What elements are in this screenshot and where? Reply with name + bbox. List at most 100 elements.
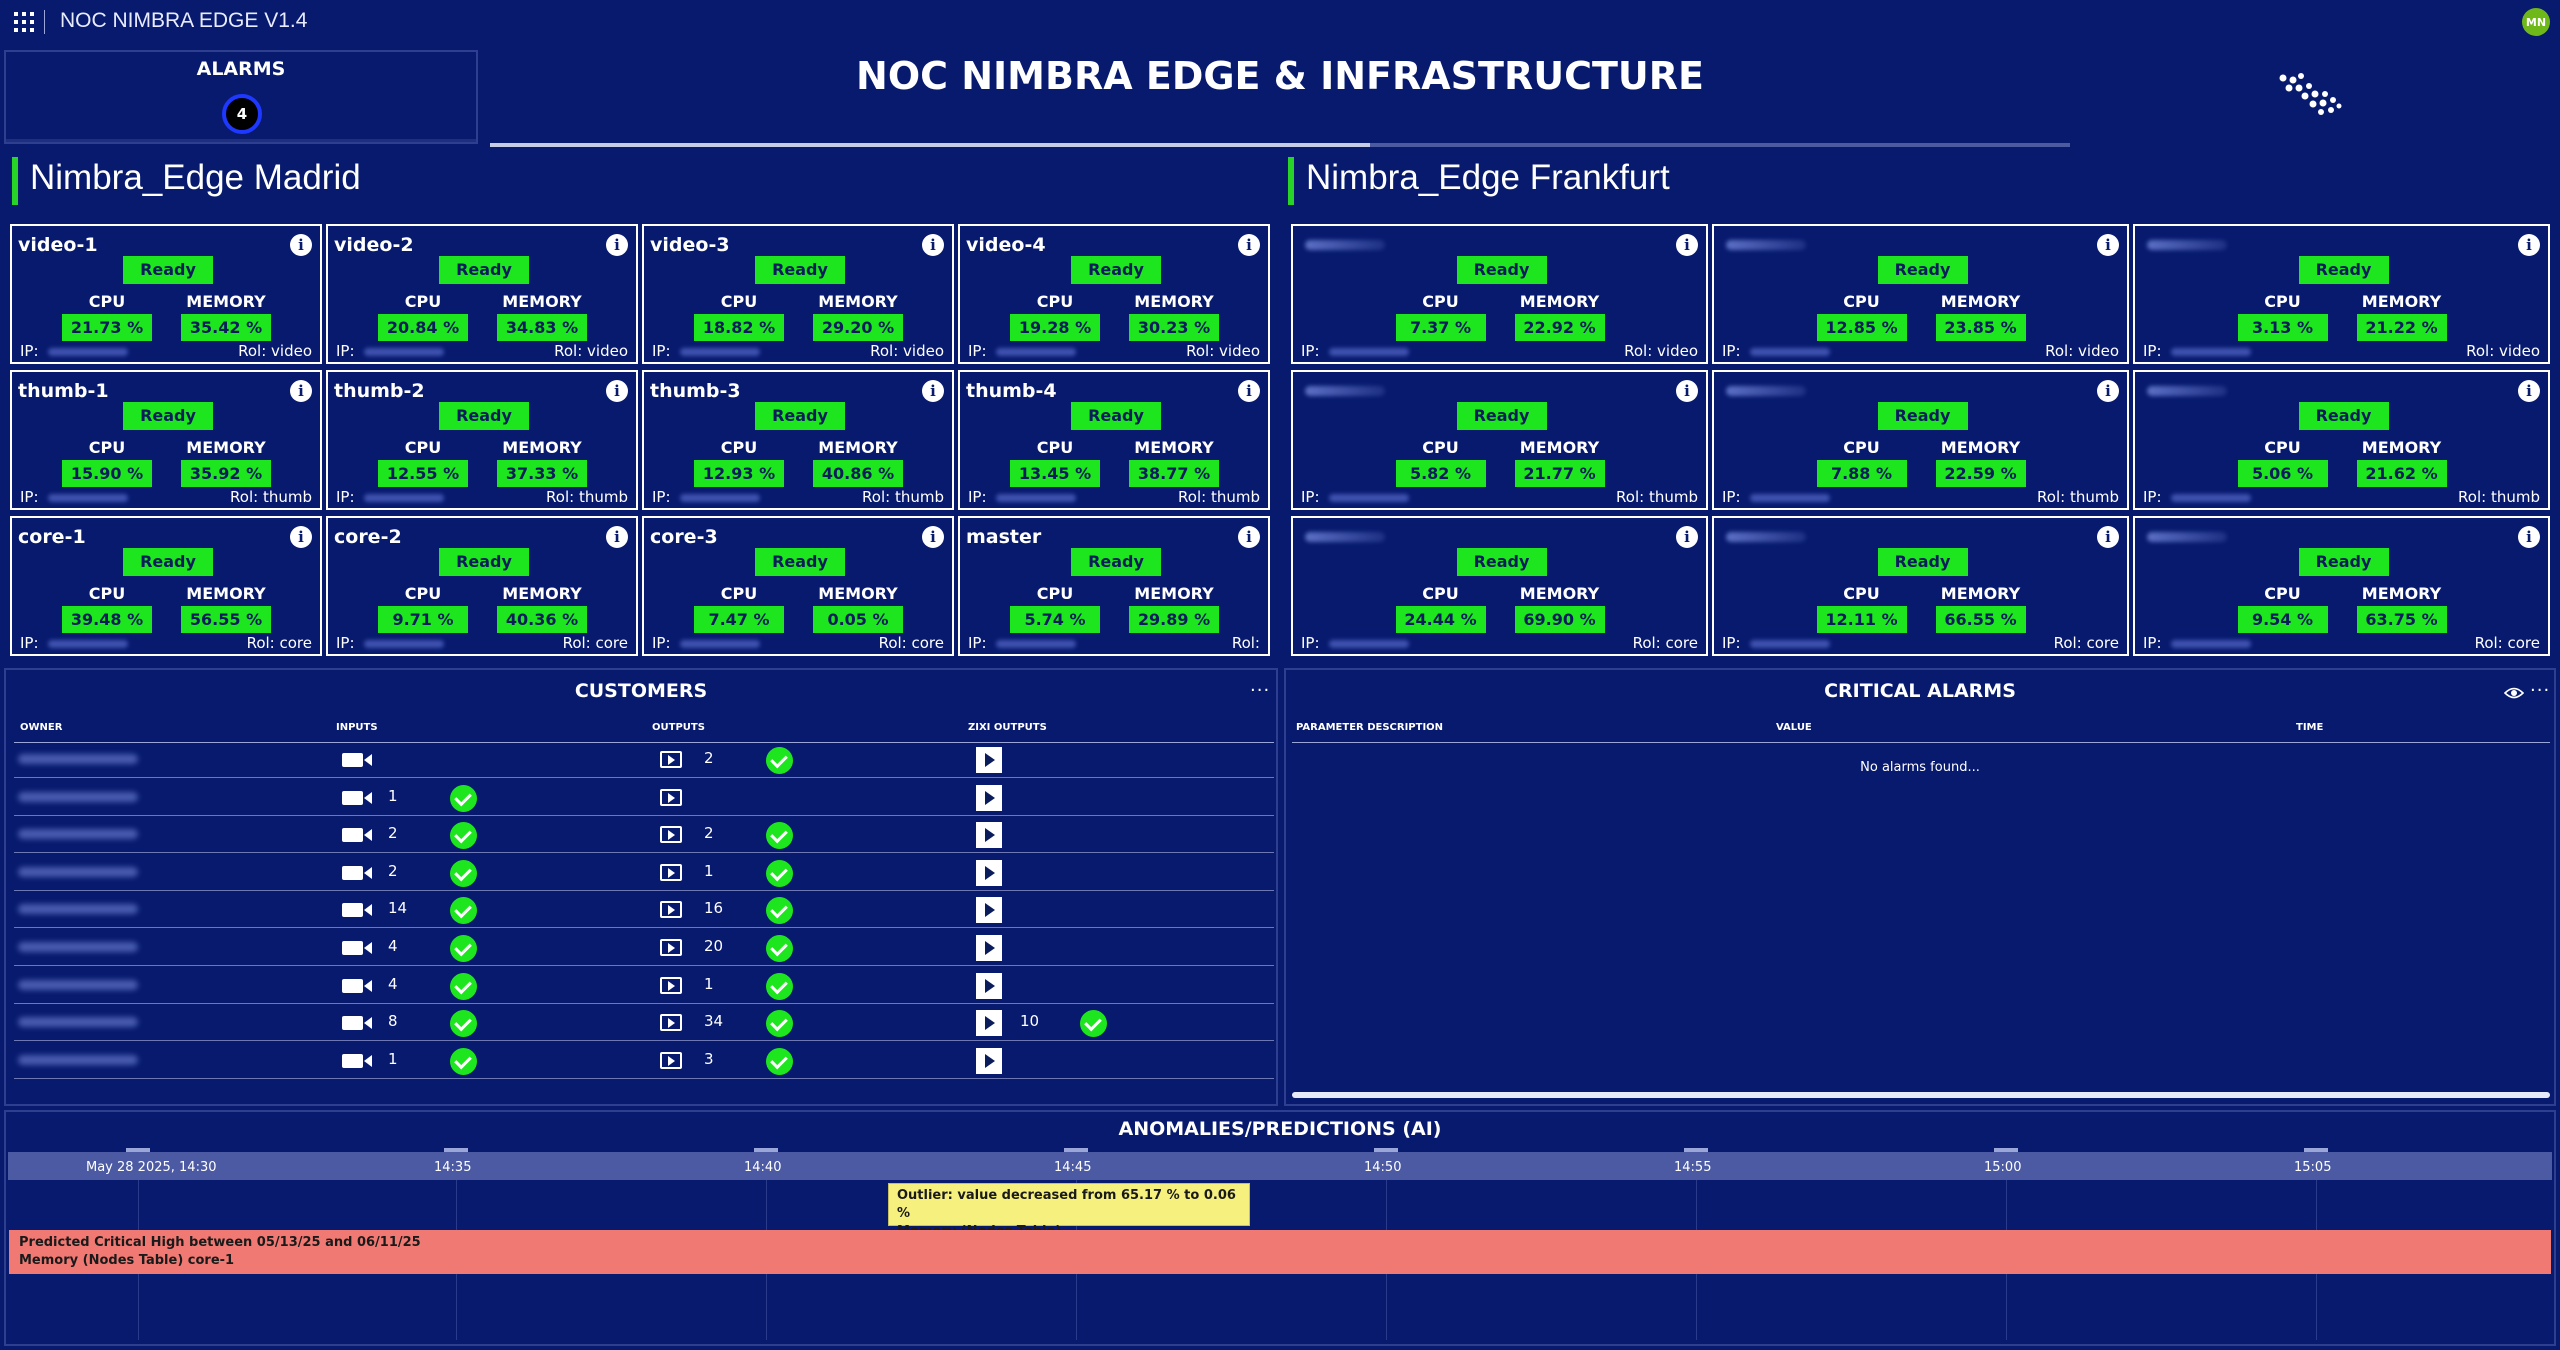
info-icon[interactable]: i: [922, 380, 944, 402]
table-row[interactable]: 4 20: [14, 928, 1274, 966]
node-card[interactable]: i Ready CPU MEMORY 7.88 % 22.59 % IP: Rol: thum…: [1712, 370, 2129, 510]
critical-alarms-more-button[interactable]: ···: [2530, 680, 2551, 701]
play-button-icon[interactable]: [976, 1047, 1002, 1074]
node-card[interactable]: video-4 i Ready CPU MEMORY 19.28 % 30.23 % IP: R…: [958, 224, 1270, 364]
play-outline-icon[interactable]: [660, 976, 682, 994]
node-card[interactable]: core-3 i Ready CPU MEMORY 7.47 % 0.05 % IP: Rol:…: [642, 516, 954, 656]
node-card[interactable]: video-2 i Ready CPU MEMORY 20.84 % 34.83 % IP: R…: [326, 224, 638, 364]
cpu-label: CPU: [720, 438, 758, 457]
info-icon[interactable]: i: [2518, 380, 2540, 402]
info-icon[interactable]: i: [1676, 234, 1698, 256]
node-card[interactable]: i Ready CPU MEMORY 24.44 % 69.90 % IP: Rol: cor…: [1291, 516, 1708, 656]
info-icon[interactable]: i: [2097, 380, 2119, 402]
alarms-summary[interactable]: ALARMS 4: [4, 50, 478, 144]
node-name: thumb-3: [650, 380, 741, 402]
node-card[interactable]: core-2 i Ready CPU MEMORY 9.71 % 40.36 % IP: Rol…: [326, 516, 638, 656]
node-card[interactable]: thumb-3 i Ready CPU MEMORY 12.93 % 40.86 % IP: R…: [642, 370, 954, 510]
info-icon[interactable]: i: [1238, 380, 1260, 402]
info-icon[interactable]: i: [1676, 526, 1698, 548]
ip-label: IP:: [20, 634, 39, 652]
prediction-annotation[interactable]: Predicted Critical High between 05/13/25…: [9, 1230, 2551, 1274]
info-icon[interactable]: i: [1238, 234, 1260, 256]
info-icon[interactable]: i: [1238, 526, 1260, 548]
ip-label: IP:: [336, 634, 355, 652]
play-outline-icon[interactable]: [660, 863, 682, 881]
info-icon[interactable]: i: [290, 234, 312, 256]
play-button-icon[interactable]: [976, 784, 1002, 811]
table-row[interactable]: 1: [14, 778, 1274, 816]
node-card[interactable]: master i Ready CPU MEMORY 5.74 % 29.89 % IP: Rol…: [958, 516, 1270, 656]
info-icon[interactable]: i: [290, 380, 312, 402]
play-outline-icon[interactable]: [660, 939, 682, 956]
info-icon[interactable]: i: [606, 234, 628, 256]
role-label: Rol: thumb: [1178, 488, 1260, 506]
info-icon[interactable]: i: [2097, 234, 2119, 256]
cpu-label: CPU: [2264, 292, 2301, 311]
app-launcher-icon[interactable]: [14, 12, 34, 32]
play-button-icon[interactable]: [976, 897, 1002, 924]
play-outline-icon[interactable]: [660, 826, 682, 844]
info-icon[interactable]: i: [2518, 234, 2540, 256]
node-card[interactable]: thumb-4 i Ready CPU MEMORY 13.45 % 38.77 % IP: R…: [958, 370, 1270, 510]
memory-value: 56.55 %: [181, 606, 271, 633]
customers-more-button[interactable]: ···: [1250, 680, 1271, 701]
node-card[interactable]: i Ready CPU MEMORY 7.37 % 22.92 % IP: Rol: vide…: [1291, 224, 1708, 364]
play-button-icon[interactable]: [976, 822, 1002, 849]
node-card[interactable]: i Ready CPU MEMORY 12.85 % 23.85 % IP: Rol: vid…: [1712, 224, 2129, 364]
node-card[interactable]: video-1 i Ready CPU MEMORY 21.73 % 35.42 % IP: R…: [10, 224, 322, 364]
node-card[interactable]: thumb-1 i Ready CPU MEMORY 15.90 % 35.92 % IP: R…: [10, 370, 322, 510]
play-button-icon[interactable]: [976, 859, 1002, 886]
play-button-icon[interactable]: [976, 1010, 1002, 1037]
play-outline-icon[interactable]: [660, 788, 682, 806]
node-status-badge: Ready: [1071, 402, 1161, 430]
node-card[interactable]: video-3 i Ready CPU MEMORY 18.82 % 29.20 % IP: R…: [642, 224, 954, 364]
role-label: Rol: core: [2053, 634, 2119, 652]
empty-alarms-message: No alarms found...: [1860, 760, 1980, 775]
info-icon[interactable]: i: [606, 380, 628, 402]
info-icon[interactable]: i: [290, 526, 312, 548]
alarms-count-badge[interactable]: 4: [222, 94, 262, 134]
horizontal-scrollbar[interactable]: [1292, 1092, 2550, 1098]
table-row[interactable]: 8 34 10: [14, 1003, 1274, 1042]
info-icon[interactable]: i: [606, 526, 628, 548]
info-icon[interactable]: i: [1676, 380, 1698, 402]
node-name: core-1: [18, 526, 86, 548]
table-row[interactable]: 14 16: [14, 890, 1274, 929]
cpu-value: 9.71 %: [378, 606, 468, 633]
outlier-annotation[interactable]: Outlier: value decreased from 65.17 % to…: [888, 1183, 1250, 1239]
divider: [44, 10, 45, 34]
node-status-badge: Ready: [2298, 548, 2389, 576]
timeline-axis[interactable]: [8, 1152, 2552, 1180]
eye-icon[interactable]: [2504, 686, 2524, 700]
camera-icon: [342, 865, 372, 880]
timeline-tick-mark: [1994, 1148, 2018, 1152]
info-icon[interactable]: i: [2097, 526, 2119, 548]
timeline-tick-label: 14:45: [1054, 1160, 1092, 1175]
memory-value: 0.05 %: [813, 606, 903, 633]
info-icon[interactable]: i: [922, 526, 944, 548]
node-card[interactable]: i Ready CPU MEMORY 5.06 % 21.62 % IP: Rol: thum…: [2133, 370, 2550, 510]
play-button-icon[interactable]: [976, 972, 1002, 999]
node-card[interactable]: i Ready CPU MEMORY 3.13 % 21.22 % IP: Rol: vide…: [2133, 224, 2550, 364]
play-button-icon[interactable]: [976, 935, 1002, 961]
play-outline-icon[interactable]: [660, 901, 682, 919]
play-outline-icon[interactable]: [660, 1051, 682, 1069]
user-avatar[interactable]: MN: [2522, 8, 2550, 36]
info-icon[interactable]: i: [922, 234, 944, 256]
play-outline-icon[interactable]: [660, 1014, 682, 1032]
info-icon[interactable]: i: [2518, 526, 2540, 548]
play-outline-icon[interactable]: [660, 751, 682, 768]
node-card[interactable]: core-1 i Ready CPU MEMORY 39.48 % 56.55 % IP: Ro…: [10, 516, 322, 656]
node-card[interactable]: i Ready CPU MEMORY 5.82 % 21.77 % IP: Rol: thum…: [1291, 370, 1708, 510]
madrid-section-title: Nimbra_Edge Madrid: [30, 158, 361, 197]
table-row[interactable]: 2: [14, 740, 1274, 778]
node-status-badge: Ready: [755, 402, 845, 430]
node-card[interactable]: thumb-2 i Ready CPU MEMORY 12.55 % 37.33 % IP: R…: [326, 370, 638, 510]
node-card[interactable]: i Ready CPU MEMORY 9.54 % 63.75 % IP: Rol: core: [2133, 516, 2550, 656]
play-button-icon[interactable]: [976, 747, 1002, 773]
node-card[interactable]: i Ready CPU MEMORY 12.11 % 66.55 % IP: Rol: cor…: [1712, 516, 2129, 656]
